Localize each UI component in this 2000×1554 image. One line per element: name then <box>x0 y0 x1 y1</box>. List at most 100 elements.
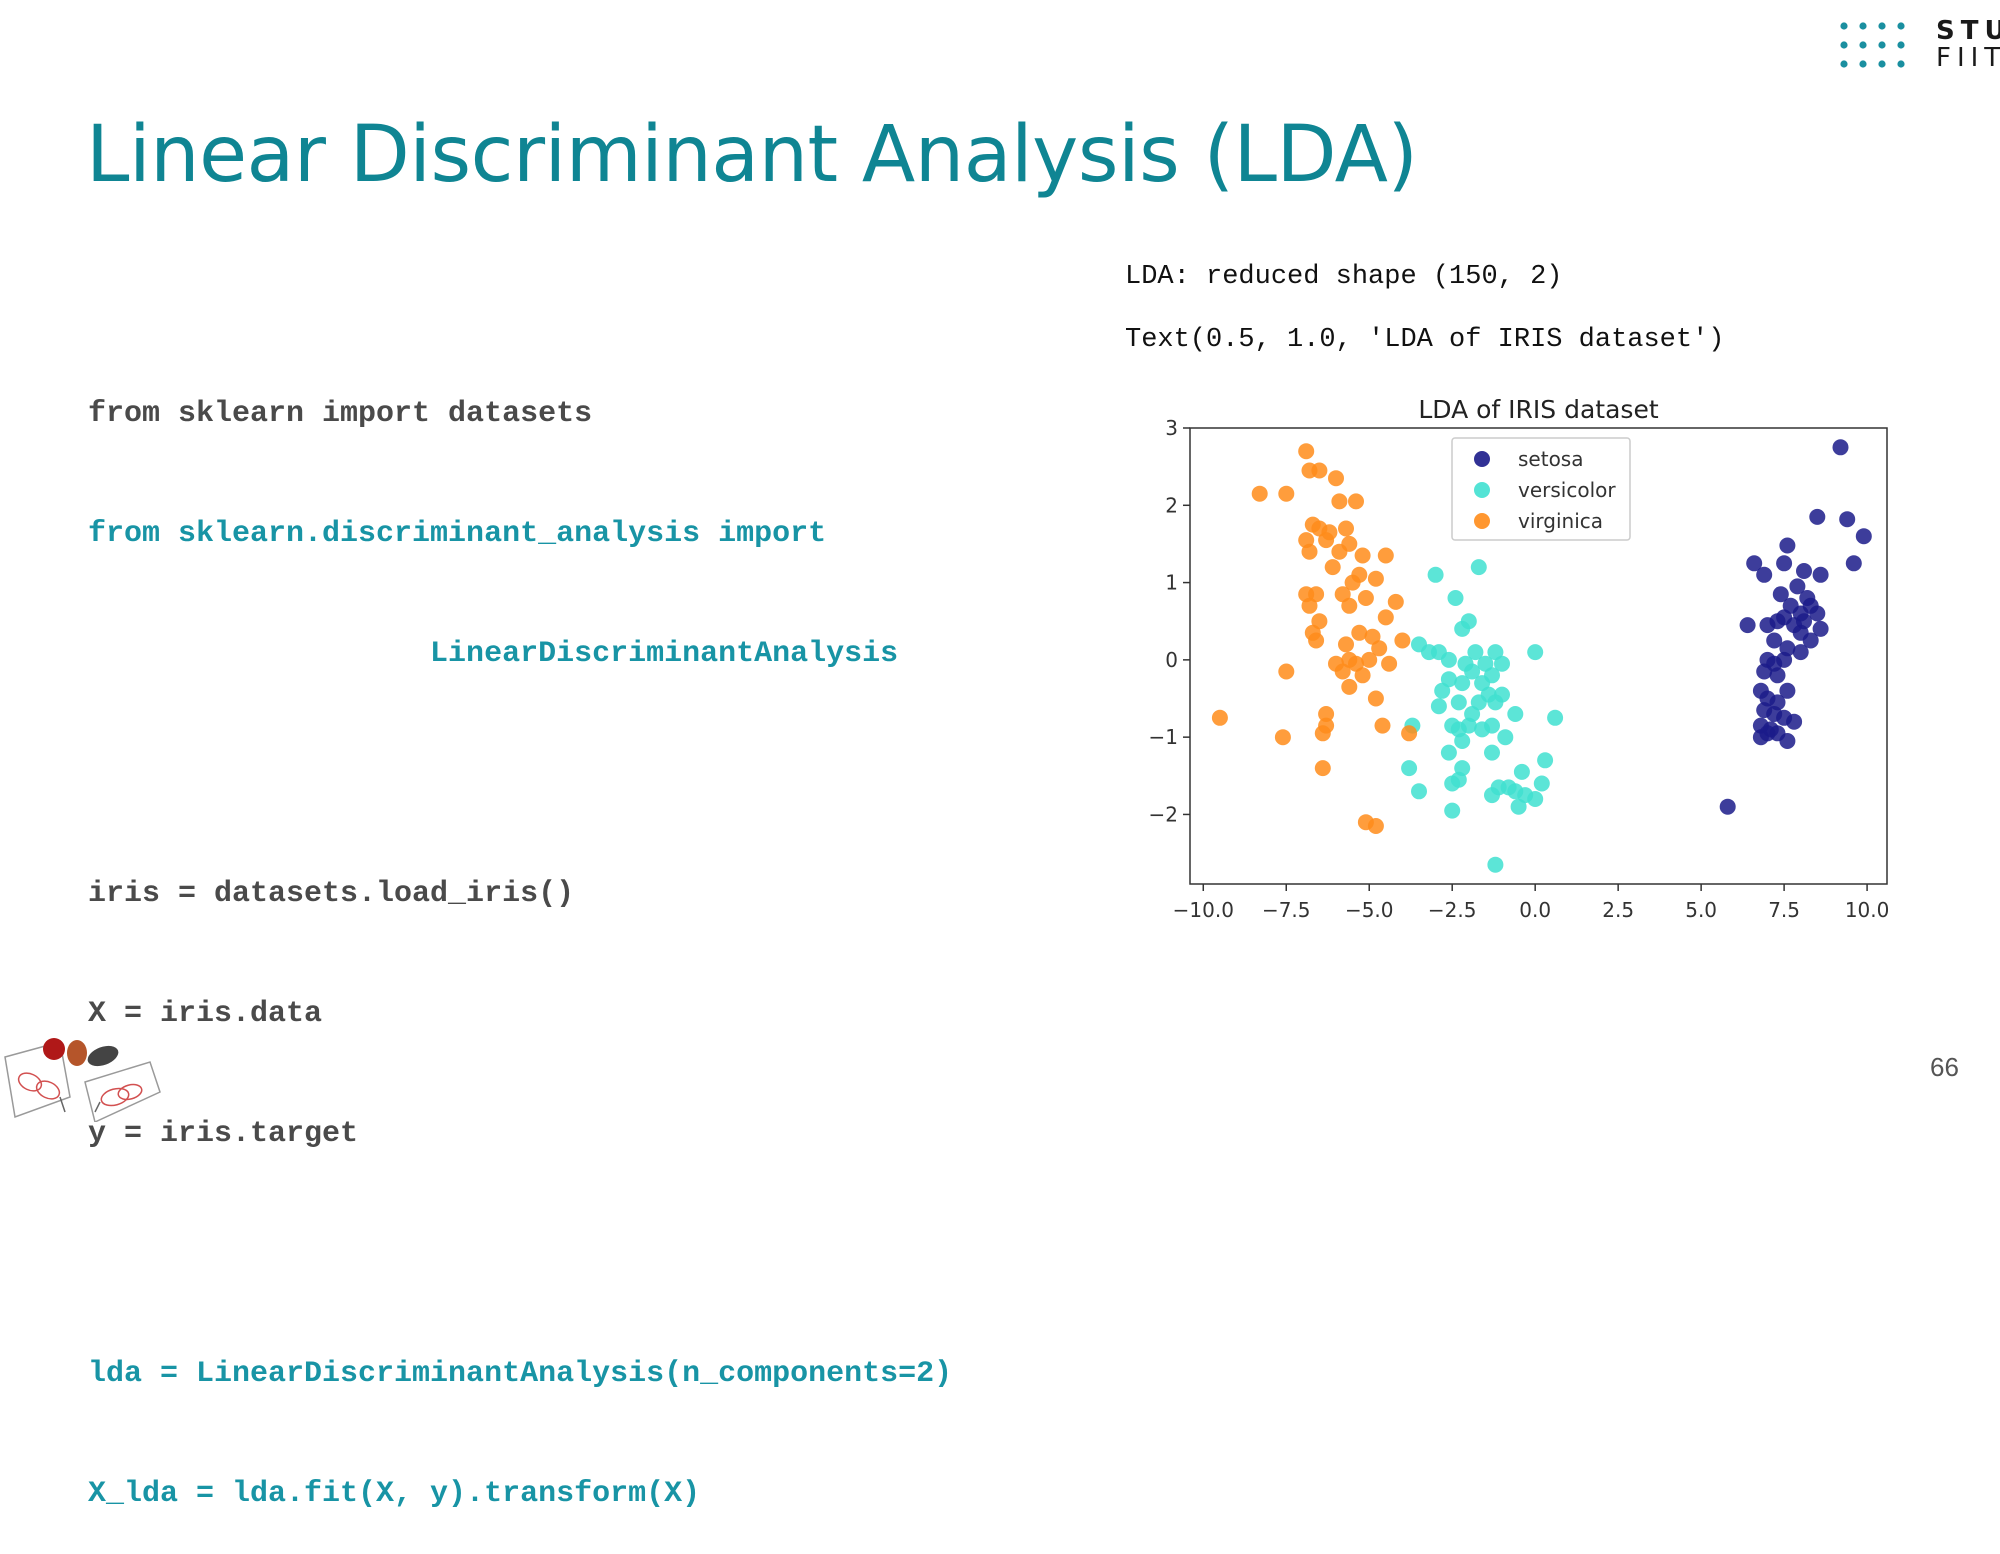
data-point-virginica <box>1364 628 1381 645</box>
data-point-virginica <box>1367 690 1384 707</box>
logo-dot <box>1840 60 1848 68</box>
data-point-virginica <box>1331 543 1348 560</box>
logo-dot-grid-icon <box>1840 22 1905 68</box>
x-tick-label: 2.5 <box>1602 898 1634 922</box>
plot-frame <box>1189 427 1888 885</box>
logo-line-2: FIIT <box>1936 43 2000 73</box>
data-point-versicolor <box>1450 694 1467 711</box>
logo-dot <box>1878 41 1886 49</box>
decorative-illustration-icon <box>4 1038 161 1122</box>
code-line <box>88 1234 952 1274</box>
data-point-setosa <box>1809 508 1826 525</box>
data-point-setosa <box>1759 725 1776 742</box>
x-tick-label: 7.5 <box>1768 898 1800 922</box>
data-point-virginica <box>1381 655 1398 672</box>
data-point-setosa <box>1746 555 1763 572</box>
data-point-versicolor <box>1467 644 1484 661</box>
logo-line-1: STU <box>1936 16 2000 46</box>
data-point-setosa <box>1809 605 1826 622</box>
data-point-versicolor <box>1507 706 1524 722</box>
data-point-virginica <box>1311 613 1328 630</box>
logo-dot <box>1878 22 1886 30</box>
data-point-virginica <box>1298 443 1315 460</box>
data-point-versicolor <box>1454 675 1471 692</box>
data-point-setosa <box>1789 578 1806 595</box>
data-point-virginica <box>1301 543 1318 560</box>
data-point-versicolor <box>1477 655 1494 672</box>
data-point-virginica <box>1318 706 1335 722</box>
y-tick-label: 3 <box>1165 416 1178 440</box>
data-point-virginica <box>1367 570 1384 587</box>
logo-dot <box>1840 41 1848 49</box>
lda-scatter-chart: LDA of IRIS dataset −10.0 −7.5 −5.0 −2.5 0.0 2… <box>1149 395 1890 922</box>
data-point-virginica <box>1338 520 1354 537</box>
data-point-versicolor <box>1430 698 1447 715</box>
logo-dot <box>1878 60 1886 68</box>
data-point-versicolor <box>1440 744 1457 761</box>
data-point-versicolor <box>1440 651 1457 668</box>
data-point-virginica <box>1348 655 1364 672</box>
data-point-virginica <box>1387 593 1404 610</box>
data-point-versicolor <box>1474 721 1491 738</box>
data-point-virginica <box>1351 624 1368 641</box>
chart-title: LDA of IRIS dataset <box>1418 395 1658 424</box>
x-tick-label: −10.0 <box>1173 898 1234 922</box>
code-line: from sklearn import datasets <box>88 397 593 431</box>
data-point-setosa <box>1839 511 1856 528</box>
data-point-versicolor <box>1440 671 1457 688</box>
data-point-versicolor <box>1454 620 1471 637</box>
code-line: LinearDiscriminantAnalysis <box>88 637 899 671</box>
data-point-virginica <box>1348 493 1364 510</box>
data-point-virginica <box>1394 632 1411 649</box>
x-tick-label: 5.0 <box>1685 898 1717 922</box>
data-point-virginica <box>1211 709 1228 726</box>
code-line: X = iris.data <box>88 997 323 1031</box>
data-point-versicolor <box>1454 733 1471 749</box>
legend-label-versicolor: versicolor <box>1518 478 1616 502</box>
data-point-virginica <box>1341 678 1358 695</box>
logo-dot <box>1897 22 1905 30</box>
data-point-versicolor <box>1401 760 1418 777</box>
data-point-versicolor <box>1464 663 1481 680</box>
data-point-virginica <box>1367 818 1384 834</box>
legend-label-virginica: virginica <box>1518 509 1603 533</box>
data-point-setosa <box>1786 713 1803 730</box>
data-point-virginica <box>1354 547 1371 564</box>
data-point-setosa <box>1756 663 1773 680</box>
data-point-setosa <box>1779 682 1796 699</box>
data-point-virginica <box>1324 559 1341 576</box>
data-point-virginica <box>1354 667 1371 684</box>
logo-dot <box>1859 22 1867 30</box>
data-point-versicolor <box>1427 566 1444 583</box>
x-tick-label: −7.5 <box>1262 898 1311 922</box>
data-point-virginica <box>1401 725 1418 742</box>
data-point-versicolor <box>1533 775 1550 792</box>
code-line: from sklearn.discriminant_analysis impor… <box>88 517 827 551</box>
code-block: from sklearn import datasets from sklear… <box>88 314 952 1554</box>
data-point-versicolor <box>1527 791 1544 807</box>
data-point-virginica <box>1377 547 1394 564</box>
data-point-virginica <box>1308 586 1325 603</box>
data-point-setosa <box>1845 555 1862 572</box>
logo-dot <box>1859 60 1867 68</box>
data-point-setosa <box>1832 439 1849 456</box>
data-point-versicolor <box>1484 744 1500 761</box>
data-point-virginica <box>1334 663 1351 680</box>
x-tick-label: 10.0 <box>1845 898 1890 922</box>
data-point-virginica <box>1278 485 1295 502</box>
legend-label-setosa: setosa <box>1518 447 1583 471</box>
logo-dot <box>1859 41 1867 49</box>
x-tick-label: −5.0 <box>1345 898 1394 922</box>
x-tick-label: 0.0 <box>1519 898 1551 922</box>
data-point-virginica <box>1311 462 1328 479</box>
data-point-versicolor <box>1470 559 1487 576</box>
data-point-versicolor <box>1510 798 1527 815</box>
data-point-virginica <box>1334 586 1351 603</box>
data-point-setosa <box>1802 632 1819 649</box>
logo-text: STU FIIT <box>1936 18 2000 72</box>
data-point-virginica <box>1251 485 1268 502</box>
data-point-virginica <box>1377 609 1394 626</box>
data-point-virginica <box>1338 636 1354 653</box>
data-point-virginica <box>1371 640 1388 657</box>
data-point-versicolor <box>1434 682 1451 699</box>
